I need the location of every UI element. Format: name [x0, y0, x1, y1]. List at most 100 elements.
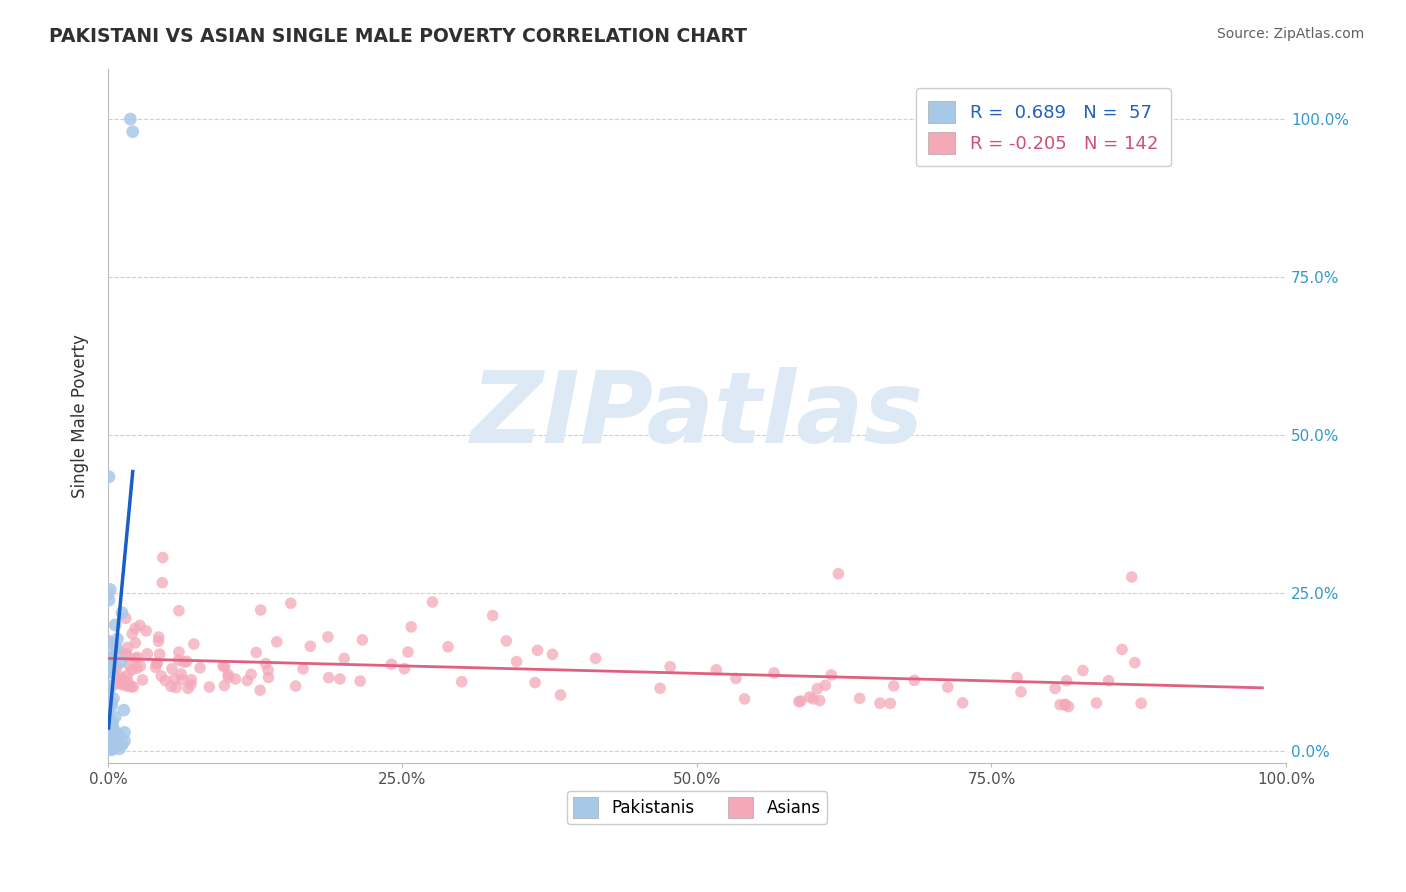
Point — [526, 643, 548, 657]
Point — [160, 679, 183, 693]
Point — [236, 673, 259, 688]
Point — [422, 595, 444, 609]
Point — [180, 673, 202, 687]
Point — [180, 677, 202, 691]
Point — [495, 634, 517, 648]
Point — [120, 680, 142, 694]
Point — [183, 637, 205, 651]
Point — [98, 730, 121, 744]
Point — [135, 624, 157, 638]
Y-axis label: Single Male Poverty: Single Male Poverty — [72, 334, 89, 498]
Point — [117, 640, 139, 655]
Point — [129, 659, 152, 673]
Point — [437, 640, 460, 654]
Point — [104, 660, 127, 674]
Point — [97, 650, 120, 665]
Point — [814, 678, 837, 692]
Point — [936, 680, 959, 694]
Point — [97, 700, 120, 714]
Point — [115, 647, 138, 661]
Point — [869, 696, 891, 710]
Point — [245, 645, 267, 659]
Point — [100, 720, 122, 734]
Point — [217, 667, 239, 681]
Point — [167, 653, 190, 667]
Point — [266, 635, 288, 649]
Point — [280, 596, 302, 610]
Point — [98, 739, 121, 753]
Point — [111, 672, 134, 686]
Point — [101, 719, 124, 733]
Point — [97, 593, 120, 607]
Point — [155, 673, 177, 688]
Point — [98, 715, 121, 730]
Point — [1054, 698, 1077, 712]
Point — [103, 723, 125, 737]
Point — [188, 661, 211, 675]
Point — [98, 582, 121, 597]
Point — [100, 637, 122, 651]
Point — [160, 662, 183, 676]
Point — [97, 713, 120, 727]
Point — [1049, 698, 1071, 712]
Point — [585, 651, 607, 665]
Point — [97, 650, 120, 665]
Point — [98, 739, 121, 753]
Point — [136, 647, 159, 661]
Point — [167, 604, 190, 618]
Point — [97, 694, 120, 708]
Point — [105, 671, 128, 685]
Point — [879, 697, 901, 711]
Point — [787, 695, 810, 709]
Point — [396, 645, 419, 659]
Point — [111, 606, 134, 620]
Point — [105, 641, 128, 656]
Point — [1054, 698, 1077, 712]
Point — [98, 736, 121, 750]
Text: PAKISTANI VS ASIAN SINGLE MALE POVERTY CORRELATION CHART: PAKISTANI VS ASIAN SINGLE MALE POVERTY C… — [49, 27, 747, 45]
Point — [394, 662, 416, 676]
Point — [97, 470, 120, 484]
Point — [198, 680, 221, 694]
Point — [112, 703, 135, 717]
Point — [224, 672, 246, 686]
Point — [848, 691, 870, 706]
Point — [100, 736, 122, 750]
Point — [149, 647, 172, 661]
Point — [704, 663, 727, 677]
Legend: Pakistanis, Asians: Pakistanis, Asians — [567, 790, 827, 824]
Point — [145, 657, 167, 671]
Point — [100, 697, 122, 711]
Point — [105, 642, 128, 657]
Point — [333, 651, 356, 665]
Point — [1057, 699, 1080, 714]
Point — [97, 719, 120, 733]
Point — [97, 661, 120, 675]
Point — [101, 740, 124, 755]
Point — [110, 670, 132, 684]
Point — [240, 667, 263, 681]
Point — [1010, 685, 1032, 699]
Point — [124, 621, 146, 635]
Point — [146, 656, 169, 670]
Point — [150, 669, 173, 683]
Point — [97, 633, 120, 648]
Point — [299, 639, 322, 653]
Point — [124, 651, 146, 665]
Point — [104, 735, 127, 749]
Point — [98, 587, 121, 601]
Point — [318, 671, 340, 685]
Point — [481, 608, 503, 623]
Point — [724, 672, 747, 686]
Point — [808, 693, 831, 707]
Point — [100, 743, 122, 757]
Point — [100, 698, 122, 713]
Point — [257, 663, 280, 677]
Point — [121, 663, 143, 677]
Point — [110, 675, 132, 690]
Point — [659, 659, 682, 673]
Text: ZIPatlas: ZIPatlas — [471, 368, 924, 465]
Point — [103, 691, 125, 706]
Point — [254, 657, 277, 671]
Point — [101, 739, 124, 754]
